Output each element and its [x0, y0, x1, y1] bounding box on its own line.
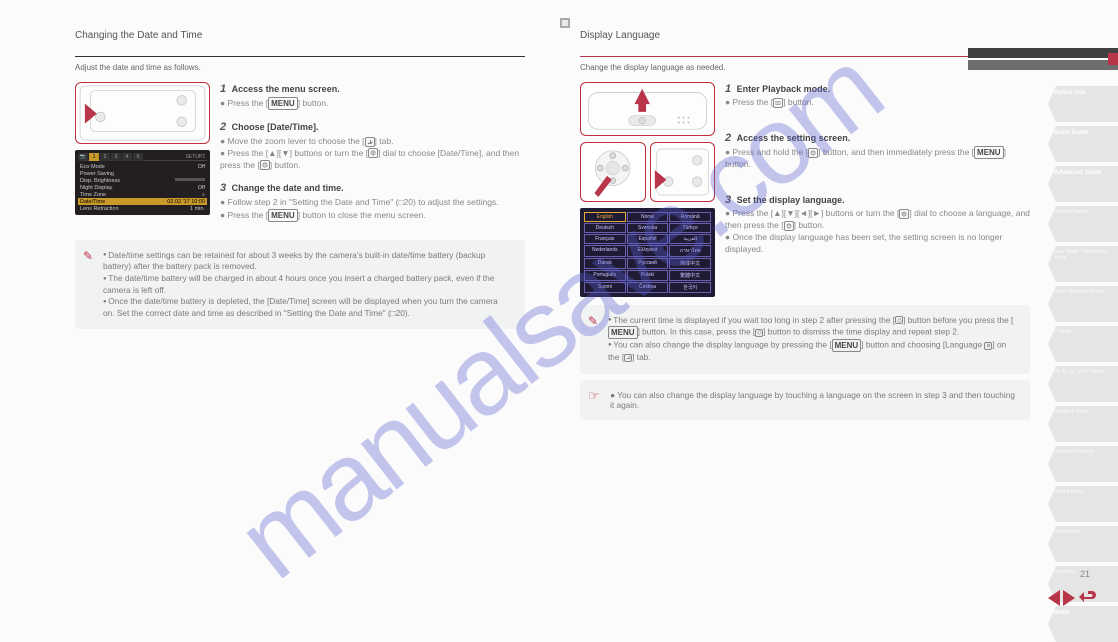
menu-button-inline: MENU: [268, 209, 298, 222]
lang-cell: ภาษาไทย: [669, 245, 711, 257]
lang-cell: Español: [627, 234, 669, 244]
left-subtitle: Adjust the date and time as follows.: [75, 63, 525, 72]
right-product-img-2b: [650, 142, 716, 202]
sidebar-tab[interactable]: Tv, Av, M, and C Mode: [1048, 366, 1118, 402]
set-icon: ®: [808, 148, 818, 158]
lang-cell: Português: [584, 270, 626, 281]
lang-cell: 简体中文: [669, 258, 711, 269]
left-note-box: ✎ Date/time settings can be retained for…: [75, 240, 525, 330]
dial-icon: [899, 209, 909, 219]
page-right: Display Language Change the display lang…: [545, 0, 1065, 629]
sidebar-tab[interactable]: Wireless Features: [1048, 446, 1118, 482]
set-icon: ®: [784, 221, 794, 231]
lang-cell: العربية: [669, 234, 711, 244]
hand-icon: ☞: [588, 388, 600, 404]
lang-cell: Ελληνικά: [627, 245, 669, 257]
left-rule: [75, 56, 525, 57]
header-red-accent: [1108, 53, 1118, 65]
sidebar-tab[interactable]: P Mode: [1048, 326, 1118, 362]
lcd-tabs: 📷 1 2345 SETUP2: [78, 153, 207, 161]
svg-text:®: ®: [812, 152, 814, 155]
sidebar-tab[interactable]: Basic Guide: [1048, 126, 1118, 162]
lang-cell: Suomi: [584, 282, 626, 293]
lang-cell: 한국어: [669, 282, 711, 293]
lang-cell: Русский: [627, 258, 669, 269]
sidebar-tab[interactable]: Index: [1048, 606, 1118, 642]
right-product-img-2a: [580, 142, 646, 202]
left-step-2: 2 Choose [Date/Time]. ● Move the zoom le…: [220, 120, 525, 171]
menu-button-inline: MENU: [268, 97, 298, 110]
pencil-icon: ✎: [588, 313, 598, 330]
set-icon: ®: [260, 160, 270, 170]
right-rule: [580, 56, 1030, 57]
right-subtitle: Change the display language as needed.: [580, 63, 1030, 72]
set-icon: [755, 329, 763, 337]
menu-button-inline: MENU: [974, 146, 1004, 159]
nav-prev-icon[interactable]: [1048, 590, 1060, 606]
svg-text:®: ®: [264, 165, 266, 168]
sidebar-tab[interactable]: Playback Mode: [1048, 406, 1118, 442]
svg-text:®: ®: [788, 225, 790, 228]
right-link-box: ☞ ● You can also change the display lang…: [580, 380, 1030, 420]
sidebar-tab[interactable]: Accessories: [1048, 526, 1118, 562]
dial-icon: [368, 148, 378, 158]
header-bars: [968, 48, 1118, 72]
sidebar-tab[interactable]: Other Shooting Modes: [1048, 286, 1118, 322]
lang-cell: 繁體中文: [669, 270, 711, 281]
right-product-img-1: [580, 82, 715, 136]
playback-icon: [773, 98, 783, 108]
lang-cell: Română: [669, 212, 711, 222]
right-step-1: 1 Enter Playback mode. ● Press the [] bu…: [725, 82, 1030, 109]
nav-icons[interactable]: [1048, 589, 1096, 607]
lang-cell: Dansk: [584, 258, 626, 269]
left-step-1: 1 Access the menu screen. ● Press the [M…: [220, 82, 525, 110]
right-step-2: 2 Access the setting screen. ● Press and…: [725, 131, 1030, 171]
lang-cell: Svenska: [627, 223, 669, 233]
left-section-title: Changing the Date and Time: [75, 30, 525, 41]
sidebar-tabs: Before Use Basic Guide Advanced Guide Camer…: [1048, 86, 1118, 642]
sidebar-tab[interactable]: Advanced Guide: [1048, 166, 1118, 202]
right-section-title: Display Language: [580, 30, 1030, 41]
nav-next-icon[interactable]: [1063, 590, 1075, 606]
sidebar-tab[interactable]: Setting Menu: [1048, 486, 1118, 522]
sidebar-tab[interactable]: Camera Basics: [1048, 206, 1118, 242]
lang-cell: Türkçe: [669, 223, 711, 233]
right-note-box: ✎ The current time is displayed if you w…: [580, 305, 1030, 374]
left-product-img-1: [75, 82, 210, 144]
wrench-icon: [624, 354, 632, 362]
nav-return-icon[interactable]: [1078, 589, 1096, 607]
sidebar-tab[interactable]: Auto Mode / Hybrid Auto Mode: [1048, 246, 1118, 282]
left-step-3: 3 Change the date and time. ● Follow ste…: [220, 181, 525, 221]
lang-cell: Norsk: [627, 212, 669, 222]
lang-cell: Nederlands: [584, 245, 626, 257]
lang-cell: Français: [584, 234, 626, 244]
right-step-3: 3 Set the display language. ● Press the …: [725, 193, 1030, 256]
left-lcd: 📷 1 2345 SETUP2 Eco ModeOff Power Saving…: [75, 150, 210, 215]
page-left: Changing the Date and Time Adjust the da…: [40, 0, 560, 629]
menu-button-inline: MENU: [608, 326, 638, 339]
lang-icon: [984, 342, 992, 350]
sidebar-tab[interactable]: Before Use: [1048, 86, 1118, 122]
set-icon: [895, 316, 903, 324]
wrench-icon: [365, 137, 375, 147]
lang-cell: Čeština: [627, 282, 669, 293]
lang-cell: Polski: [627, 270, 669, 281]
menu-button-inline: MENU: [832, 339, 862, 352]
language-lcd: EnglishNorskRomână DeutschSvenskaTürkçe Fr…: [580, 208, 715, 297]
lang-cell: English: [584, 212, 626, 222]
pencil-icon: ✎: [83, 248, 93, 265]
page-number: 21: [1080, 569, 1090, 579]
lang-cell: Deutsch: [584, 223, 626, 233]
